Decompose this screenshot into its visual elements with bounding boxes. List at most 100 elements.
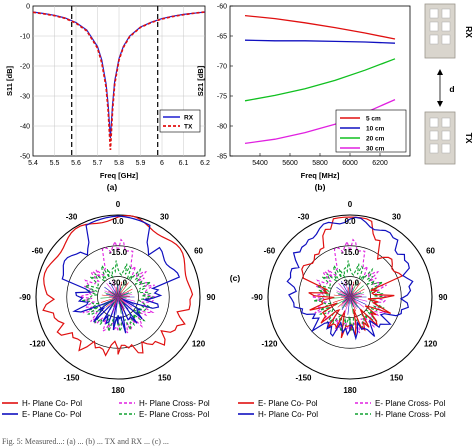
polar-noise-spoke <box>117 282 129 298</box>
panel-b-xtick: 5600 <box>282 160 298 167</box>
polar-grid-circle <box>267 214 433 380</box>
polar-right-legend: E- Plane Co- Pol H- Plane Co- Pol E- Plane… <box>238 399 446 419</box>
polar-angle-label: 60 <box>194 247 203 256</box>
polar-legend-label: H- Plane Co- Pol <box>22 399 82 408</box>
panel-b-series-10cm <box>244 39 396 44</box>
panel-b-ytick: -60 <box>217 4 227 11</box>
panel-b-ylabel: S21 [dB] <box>196 65 205 96</box>
panel-a-xtick: 5.6 <box>71 160 81 167</box>
polar-noise-spoke <box>100 296 119 303</box>
panel-b-legend: 5 cm 10 cm 20 cm 30 cm <box>335 109 407 153</box>
polar-series-h-plane-co-pol <box>286 216 414 341</box>
polar-noise-spoke <box>332 296 351 303</box>
polar-radial-label: -30.0 <box>341 279 360 288</box>
polar-noise-spoke <box>117 281 126 298</box>
polar-noise-spoke <box>112 280 119 298</box>
polar-grid-circle <box>298 245 402 349</box>
polar-angle-label: -60 <box>264 247 276 256</box>
panel-b-legend-label: 30 cm <box>366 146 385 153</box>
polar-noise-spoke <box>349 296 365 308</box>
polar-angle-label: 120 <box>192 340 206 349</box>
polar-noise-spoke <box>349 296 367 305</box>
polar-legend-label: H- Plane Cross- Pol <box>375 410 446 419</box>
panel-a-ylabel: S11 [dB] <box>5 65 14 96</box>
polar-noise-spoke <box>333 294 351 298</box>
polar-angle-label: 150 <box>390 374 404 383</box>
polar-legend-label: E- Plane Cross- Pol <box>375 399 445 408</box>
polar-noise-spoke <box>344 296 351 314</box>
polar-radial-label: -15.0 <box>341 248 360 257</box>
panel-b-legend-label: 20 cm <box>366 136 385 143</box>
panel-b-xtick: 6200 <box>372 160 388 167</box>
polar-angle-label: 180 <box>111 386 125 395</box>
panel-a-xtick: 5.5 <box>50 160 60 167</box>
polar-angle-label: -30 <box>66 212 78 221</box>
panel-a-series-tx <box>32 11 206 151</box>
distance-label: d <box>449 84 454 94</box>
polar-angle-label: -90 <box>251 293 263 302</box>
polar-noise-spoke <box>341 281 351 298</box>
distance-arrow <box>437 69 443 107</box>
polar-angle-label: -30 <box>298 212 310 221</box>
polar-noise-spoke <box>112 296 119 314</box>
polar-angle-label: -150 <box>63 374 80 383</box>
panel-a-ytick: 0 <box>26 4 30 11</box>
polar-angle-label: -60 <box>32 247 44 256</box>
measurement-setup-illustration: RX d TX <box>424 3 474 165</box>
panel-a-ytick: -10 <box>20 34 30 41</box>
polar-angle-label: -120 <box>29 340 46 349</box>
panel-b-ytick: -65 <box>217 34 227 41</box>
panel-b-legend-label: 10 cm <box>366 126 385 133</box>
polar-legend-label: E- Plane Cross- Pol <box>139 410 209 419</box>
polar-radial-label: 0.0 <box>344 217 356 226</box>
polar-grid-circle <box>35 214 201 380</box>
polar-noise-spoke <box>349 288 365 298</box>
panel-a-xtick: 6.1 <box>179 160 189 167</box>
legend-tx-label: TX <box>184 124 193 131</box>
panel-a-ytick: -40 <box>20 124 30 131</box>
panel-b-xtick: 6000 <box>342 160 358 167</box>
polar-noise-spoke <box>344 280 351 298</box>
panel-b-series-20cm <box>244 58 396 102</box>
polar-legend-label: H- Plane Cross- Pol <box>139 399 210 408</box>
polar-angle-label: 150 <box>158 374 172 383</box>
polar-angle-label: 0 <box>116 200 121 209</box>
polar-noise-spoke <box>349 296 351 305</box>
panel-a-xtick: 6.2 <box>200 160 210 167</box>
panel-a-legend: RX TX <box>159 109 201 133</box>
panel-b-ytick: -85 <box>217 154 227 161</box>
polar-noise-spoke <box>336 290 351 298</box>
polar-noise-spoke <box>117 296 122 314</box>
polar-noise-spoke <box>349 281 358 298</box>
panel-a-ytick: -30 <box>20 94 30 101</box>
polar-angle-label: 120 <box>424 340 438 349</box>
polar-angle-label: 90 <box>207 293 216 302</box>
polar-radial-label: -30.0 <box>109 279 128 288</box>
polar-noise-spoke <box>117 288 133 298</box>
panel-b-s21-chart: 5400 5600 5800 6000 6200 -60 -65 -70 -75 -80 -85 F… <box>196 4 411 192</box>
polar-noise-spoke <box>349 282 361 298</box>
polar-noise-spoke <box>347 296 351 315</box>
polar-angle-label: 180 <box>343 386 357 395</box>
polar-angle-label: 0 <box>348 200 353 209</box>
panel-a-label: (a) <box>107 182 118 192</box>
polar-series-e-plane-co-pol <box>301 216 404 339</box>
polar-angle-label: 30 <box>160 212 169 221</box>
panel-b-ytick: -75 <box>217 94 227 101</box>
panel-a-xtick: 5.9 <box>136 160 146 167</box>
panel-b-series-5cm <box>244 14 396 40</box>
panel-a-ytick: -20 <box>20 64 30 71</box>
panel-b-label: (b) <box>315 182 326 192</box>
polar-noise-spoke <box>336 286 351 298</box>
polar-angle-label: -150 <box>295 374 312 383</box>
panel-a-xtick: 5.8 <box>114 160 124 167</box>
polar-radial-label: 0.0 <box>112 217 124 226</box>
panel-b-xtick: 5400 <box>252 160 268 167</box>
panel-a-xlabel: Freq [GHz] <box>100 171 139 180</box>
panel-b-ytick: -80 <box>217 124 227 131</box>
panel-a-xtick: 5.7 <box>93 160 103 167</box>
polar-plot-left: 0 30 60 90 120 150 180 -150 -120 -90 -60 -30 0.0 -15.… <box>19 200 216 395</box>
figure-caption: Fig. 5: Measured...: (a) ... (b) ... TX … <box>2 437 169 446</box>
polar-noise-spoke <box>117 296 133 308</box>
polar-noise-spoke <box>117 296 119 305</box>
